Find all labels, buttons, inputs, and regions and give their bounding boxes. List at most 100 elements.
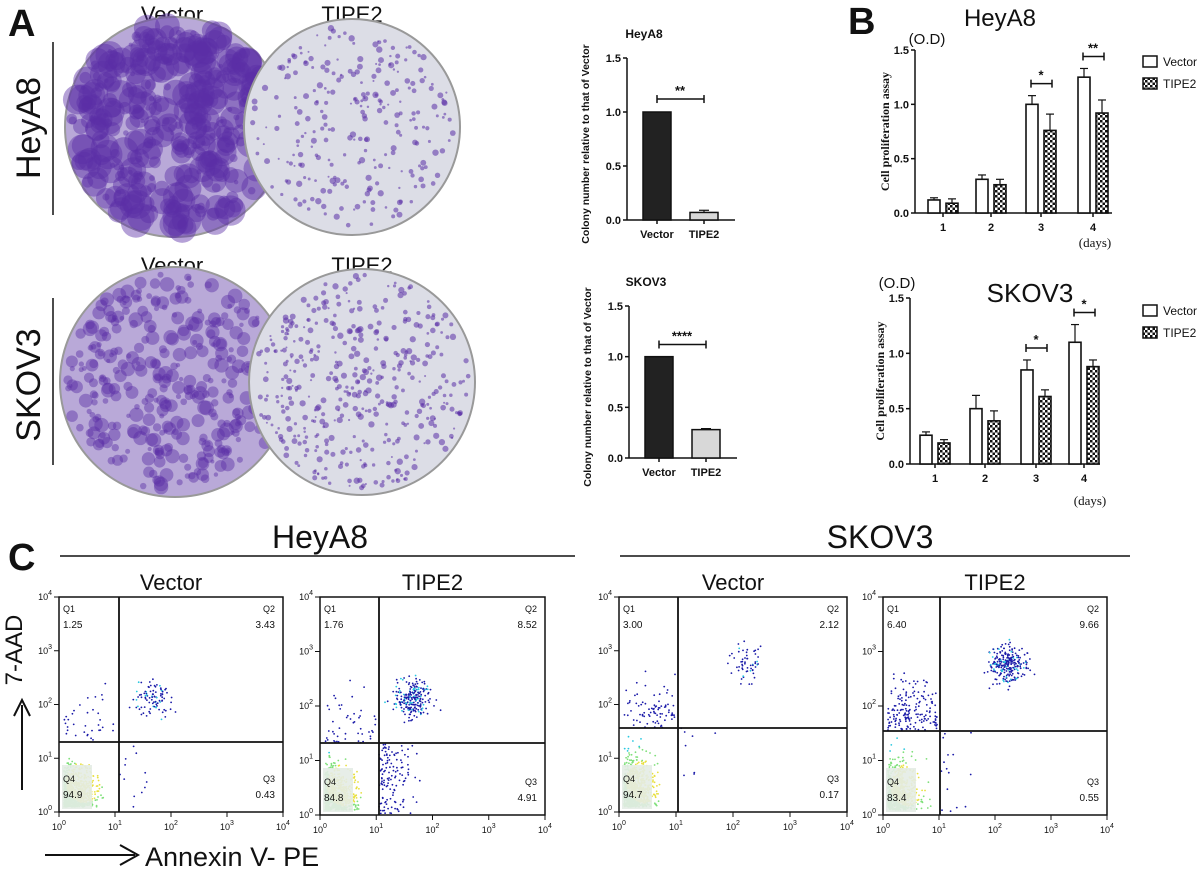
- legend-swatch-vector: [1142, 304, 1158, 317]
- significance-label: **: [1088, 40, 1099, 55]
- colony: [433, 388, 439, 395]
- colony: [201, 113, 212, 124]
- plot-title: Vector: [702, 570, 764, 595]
- event-dot: [631, 761, 634, 764]
- event-dot: [100, 794, 102, 797]
- colony: [109, 137, 139, 166]
- colony: [338, 463, 344, 469]
- colony: [98, 376, 109, 386]
- colony: [99, 134, 104, 140]
- event-dot: [746, 670, 749, 672]
- quadrant-percent-q2: 2.12: [820, 620, 840, 631]
- event-dot: [413, 714, 416, 717]
- y-tick-label: 102: [598, 698, 612, 710]
- colony: [264, 361, 268, 365]
- colony: [95, 97, 125, 127]
- event-dot: [903, 748, 906, 750]
- event-dot: [374, 723, 377, 726]
- colony: [66, 379, 78, 391]
- colony: [130, 289, 142, 301]
- event-dot: [738, 647, 741, 650]
- colony: [359, 373, 366, 381]
- colony: [171, 204, 202, 235]
- colony: [195, 205, 207, 218]
- event-dot: [380, 802, 383, 805]
- event-dot: [135, 706, 138, 709]
- colony: [87, 167, 109, 189]
- colony: [191, 311, 205, 324]
- colony: [346, 392, 352, 397]
- colony: [390, 45, 396, 51]
- x-tick-label: 3: [1033, 473, 1039, 485]
- event-dot: [639, 713, 641, 716]
- event-dot: [397, 751, 399, 754]
- colony: [178, 72, 207, 101]
- colony: [82, 79, 109, 106]
- colony: [433, 417, 436, 420]
- bar-vector: [644, 355, 674, 459]
- colony: [128, 42, 133, 47]
- colony: [239, 322, 244, 328]
- event-dot: [67, 718, 70, 721]
- event-dot: [392, 708, 395, 711]
- colony: [247, 186, 256, 195]
- colony: [294, 358, 300, 365]
- bar-tipe2: [945, 202, 959, 214]
- colony: [148, 469, 158, 479]
- colony: [220, 294, 236, 310]
- colony: [399, 473, 404, 477]
- colony: [385, 422, 389, 426]
- colony: [216, 131, 239, 153]
- colony: [188, 73, 203, 88]
- colony: [125, 115, 141, 131]
- colony: [94, 417, 109, 433]
- colony: [430, 350, 436, 356]
- event-dot: [411, 701, 414, 704]
- colony: [102, 92, 117, 108]
- event-dot: [628, 754, 631, 756]
- event-dot: [357, 732, 359, 735]
- event-dot: [410, 697, 413, 699]
- event-dot: [71, 760, 74, 763]
- colony: [162, 182, 194, 213]
- event-dot: [746, 667, 749, 669]
- event-dot: [641, 748, 644, 751]
- colony: [159, 25, 175, 40]
- event-dot: [656, 720, 659, 723]
- event-dot: [652, 780, 654, 783]
- colony: [112, 454, 124, 466]
- colony: [447, 139, 451, 142]
- colony: [382, 440, 387, 444]
- quadrant-percent-q1: 1.76: [324, 620, 344, 631]
- colony: [150, 297, 161, 307]
- colony: [104, 185, 127, 208]
- y-tick-label: 0.5: [608, 402, 623, 414]
- colony: [95, 188, 117, 209]
- colony: [199, 433, 208, 443]
- colony: [128, 91, 157, 120]
- event-dot: [753, 676, 756, 679]
- colony: [136, 296, 143, 302]
- colony: [152, 423, 162, 432]
- colony: [386, 437, 392, 443]
- colony: [372, 41, 379, 48]
- colony: [99, 292, 115, 307]
- colony: [395, 478, 401, 484]
- colony: [110, 148, 120, 158]
- event-dot: [404, 753, 406, 756]
- y-tick-label: 1.5: [608, 301, 623, 313]
- colony: [225, 46, 249, 70]
- event-dot: [149, 712, 152, 715]
- colony: [350, 345, 357, 352]
- colony: [226, 356, 233, 363]
- y-tick-label: 104: [299, 590, 313, 602]
- event-dot: [641, 701, 644, 704]
- event-dot: [666, 689, 669, 691]
- event-dot: [351, 695, 354, 698]
- event-dot: [673, 716, 676, 718]
- colony: [113, 189, 131, 206]
- colony: [136, 54, 149, 67]
- colony: [167, 200, 182, 214]
- colony: [410, 375, 415, 381]
- colony: [320, 290, 327, 296]
